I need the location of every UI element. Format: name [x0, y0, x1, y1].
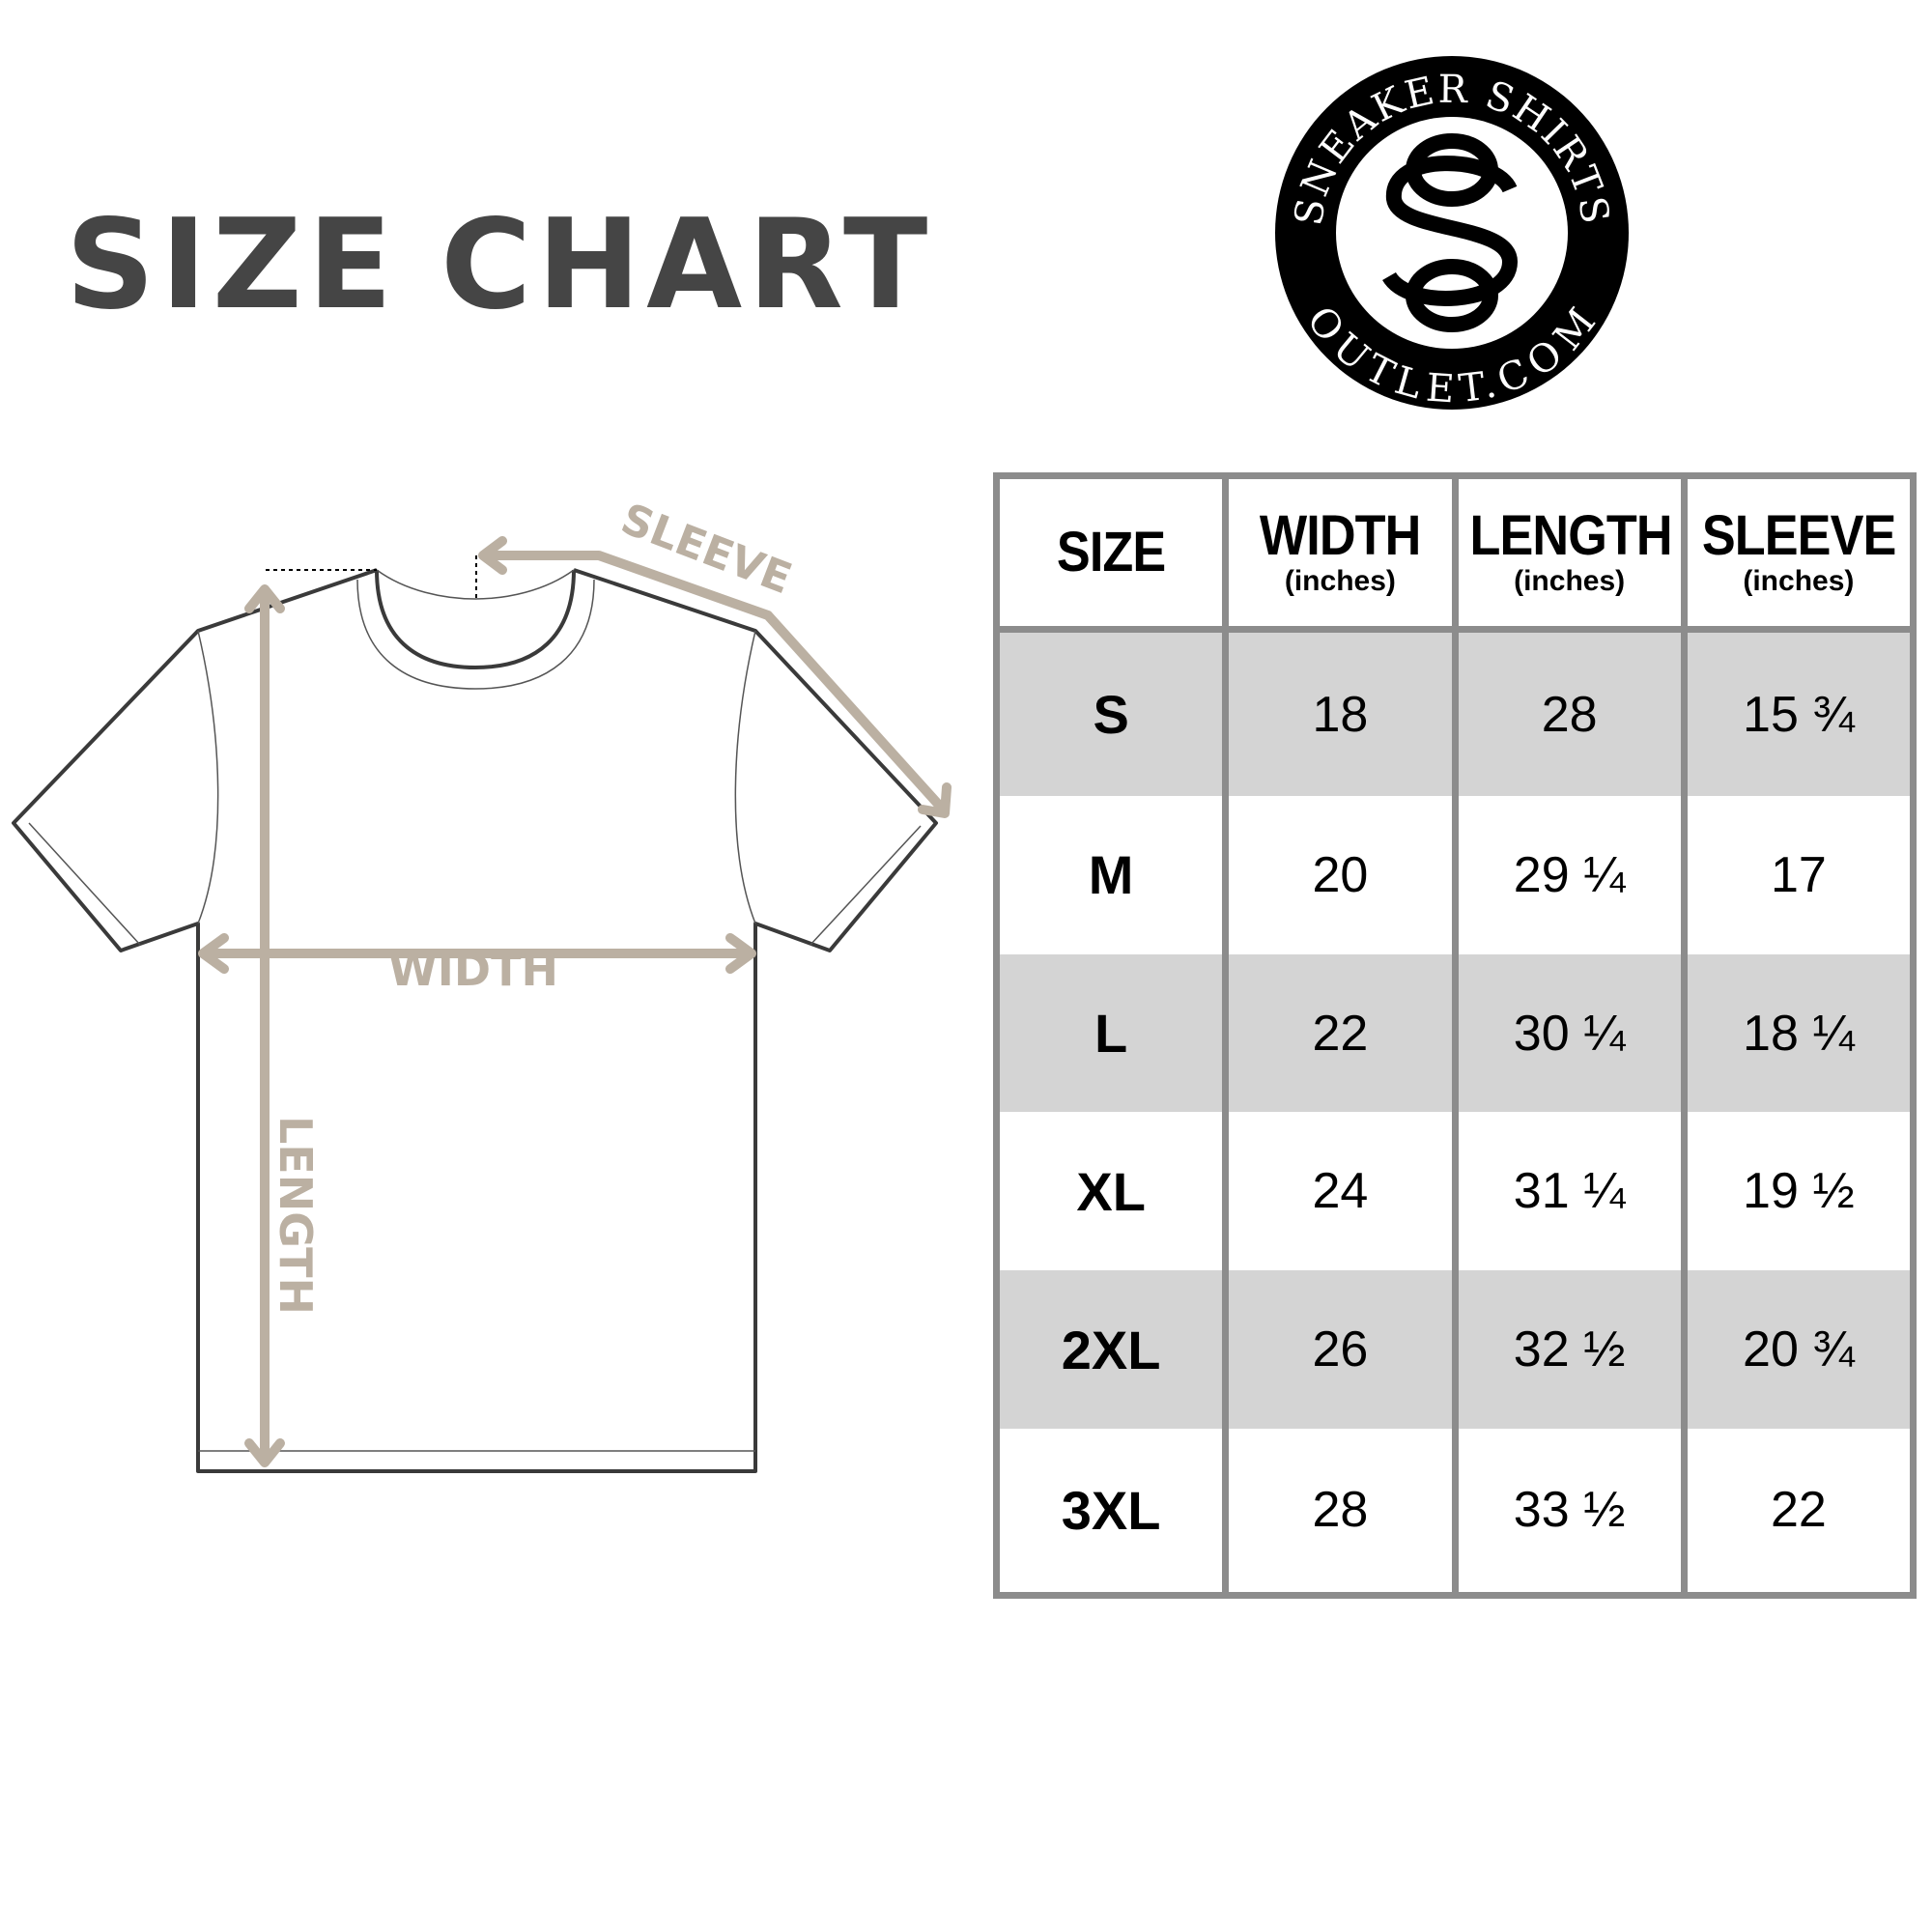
cell-sleeve: 19 ½ — [1680, 1112, 1918, 1271]
header-size: SIZE — [992, 472, 1230, 633]
sleeve-arrow — [478, 536, 952, 818]
page-title: SIZE CHART — [66, 193, 976, 337]
header-sleeve: SLEEVE (inches) — [1680, 472, 1918, 633]
cell-sleeve: 18 ¼ — [1680, 953, 1918, 1113]
monogram-icon — [1382, 133, 1519, 332]
cell-size: XL — [992, 1112, 1230, 1271]
cell-length: 30 ¼ — [1451, 953, 1688, 1113]
table-row: M 20 29 ¼ 17 — [992, 796, 1918, 954]
table-header-row: SIZE WIDTH (inches) LENGTH (inches) SLEEVE… — [992, 472, 1918, 633]
cell-length: 32 ½ — [1451, 1270, 1688, 1429]
cell-sleeve: 20 ¾ — [1680, 1270, 1918, 1429]
table-row: S 18 28 15 ¾ — [992, 629, 1918, 797]
length-arrow — [244, 584, 285, 1467]
brand-logo: SNEAKER SHIRTS OUTLET.COM — [1275, 56, 1629, 412]
cell-size: 2XL — [992, 1270, 1230, 1429]
cell-sleeve: 15 ¾ — [1680, 629, 1918, 797]
cell-width: 24 — [1222, 1112, 1459, 1271]
sleeve-label: SLEEVE — [614, 495, 798, 605]
cell-width: 22 — [1222, 953, 1459, 1113]
length-label: LENGTH — [270, 1116, 322, 1315]
cell-size: S — [992, 629, 1230, 797]
cell-width: 18 — [1222, 629, 1459, 797]
cell-length: 33 ½ — [1451, 1428, 1688, 1596]
width-arrow — [198, 933, 756, 974]
table-row: L 22 30 ¼ 18 ¼ — [992, 953, 1918, 1113]
cell-width: 20 — [1222, 796, 1459, 954]
cell-length: 28 — [1451, 629, 1688, 797]
cell-size: 3XL — [992, 1428, 1230, 1596]
table-row: 2XL 26 32 ½ 20 ¾ — [992, 1270, 1918, 1429]
cell-size: M — [992, 796, 1230, 954]
tshirt-diagram: WIDTH LENGTH SLEEVE — [12, 495, 952, 1473]
cell-sleeve: 17 — [1680, 796, 1918, 954]
title-word-size: SIZE — [66, 193, 399, 337]
tshirt-outline — [12, 568, 938, 1473]
width-label: WIDTH — [388, 944, 558, 996]
cell-length: 31 ¼ — [1451, 1112, 1688, 1271]
header-width: WIDTH (inches) — [1222, 472, 1459, 633]
cell-length: 29 ¼ — [1451, 796, 1688, 954]
size-table: SIZE WIDTH (inches) LENGTH (inches) SLEEVE… — [992, 472, 1918, 1599]
cell-width: 26 — [1222, 1270, 1459, 1429]
cell-size: L — [992, 953, 1230, 1113]
table-row: XL 24 31 ¼ 19 ½ — [992, 1112, 1918, 1271]
title-word-chart: CHART — [440, 193, 934, 337]
table-row: 3XL 28 33 ½ 22 — [992, 1428, 1918, 1596]
header-length: LENGTH (inches) — [1451, 472, 1688, 633]
cell-width: 28 — [1222, 1428, 1459, 1596]
measurement-arrows — [198, 536, 952, 1467]
cell-sleeve: 22 — [1680, 1428, 1918, 1596]
